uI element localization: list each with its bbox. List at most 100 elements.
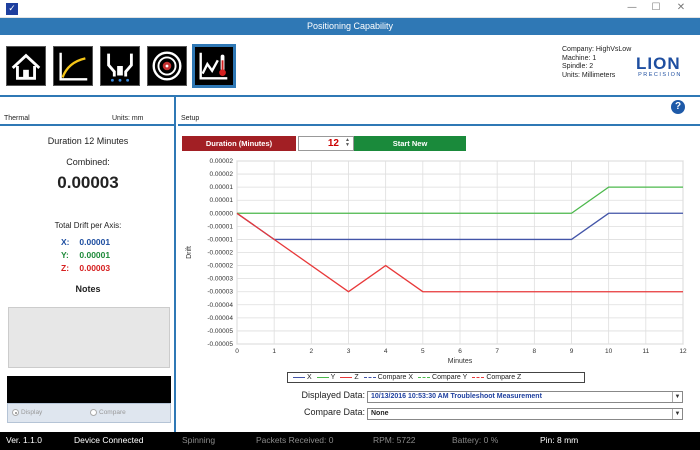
chart-legend: X Y Z Compare X Compare Y Compare Z [287, 372, 585, 383]
help-button[interactable]: ? [671, 100, 685, 114]
legend-label: Compare X [377, 374, 414, 381]
x-tick-label: 7 [495, 348, 499, 355]
legend-swatch [472, 376, 485, 378]
chevron-down-icon: ▼ [672, 392, 682, 402]
displayed-data-select[interactable]: 10/13/2016 10:53:30 AM Troubleshoot Meas… [367, 391, 683, 403]
lion-precision-logo: LION PRECISION [636, 55, 684, 79]
mode-label: Thermal [4, 115, 30, 122]
toolbar [0, 35, 700, 97]
axis-value: 0.00001 [79, 237, 111, 247]
total-drift-label: Total Drift per Axis: [54, 221, 122, 230]
title-bar: ✓ — ☐ ✕ [0, 0, 700, 18]
display-radio[interactable]: Display [12, 409, 42, 416]
y-tick-label: 0.00002 [210, 171, 234, 178]
axis-value: 0.00001 [79, 250, 111, 260]
x-tick-label: 12 [679, 348, 687, 355]
legend-item: Z [340, 373, 359, 382]
target-icon [152, 51, 182, 81]
axis-label: Y: [61, 250, 69, 260]
duration-button[interactable]: Duration (Minutes) [182, 136, 296, 151]
axis-drift-z: Z: 0.00003 [61, 263, 110, 273]
rpm-status: RPM: 5722 [373, 435, 416, 445]
thermal-chart-button[interactable] [192, 44, 236, 88]
battery-status: Battery: 0 % [452, 435, 499, 445]
legend-label: Y [330, 374, 336, 381]
axis-drift-x: X: 0.00001 [61, 237, 110, 247]
y-tick-label: -0.00002 [207, 250, 233, 257]
x-tick-label: 5 [421, 348, 425, 355]
x-tick-label: 11 [642, 348, 649, 355]
radio-dot [12, 409, 19, 416]
x-tick-label: 6 [458, 348, 462, 355]
x-tick-label: 8 [533, 348, 537, 355]
y-tick-label: -0.00001 [207, 236, 233, 243]
y-tick-label: -0.00004 [207, 302, 233, 309]
y-tick-label: 0.00002 [210, 158, 234, 165]
version-text: Ver. 1.1.0 [6, 435, 42, 445]
x-tick-label: 9 [570, 348, 574, 355]
maximize-button[interactable]: ☐ [651, 2, 661, 13]
home-button[interactable] [6, 46, 46, 86]
compare-radio[interactable]: Compare [90, 409, 126, 416]
y-tick-label: -0.00005 [207, 341, 233, 348]
axis-drift-y: Y: 0.00001 [61, 250, 110, 260]
app-icon: ✓ [6, 3, 18, 15]
x-tick-label: 4 [384, 348, 388, 355]
view-mode-radios: Display Compare [7, 403, 171, 423]
legend-item: Compare Y [418, 373, 467, 382]
pin-status: Pin: 8 mm [540, 435, 579, 445]
minimize-button[interactable]: — [627, 2, 637, 13]
home-icon [11, 53, 41, 80]
legend-label: Compare Z [486, 374, 522, 381]
display-panel [7, 376, 171, 403]
x-axis-label: Minutes [448, 358, 473, 365]
legend-swatch [316, 376, 329, 378]
legend-swatch [418, 376, 431, 378]
close-button[interactable]: ✕ [676, 2, 686, 13]
units-text: Units: Millimeters [562, 71, 616, 79]
axis-label: Z: [61, 263, 70, 273]
display-radio-label: Display [21, 409, 43, 417]
axis-label: X: [61, 237, 70, 247]
legend-item: X [293, 373, 312, 382]
legend-swatch [363, 376, 376, 378]
displayed-data-label: Displayed Data: [301, 390, 365, 400]
x-tick-label: 10 [605, 348, 613, 355]
y-tick-label: -0.00003 [207, 289, 233, 296]
stepper-arrows-icon[interactable]: ▲ ▼ [345, 137, 350, 148]
axis-value: 0.00003 [79, 263, 111, 273]
displayed-data-value: 10/13/2016 10:53:30 AM Troubleshoot Meas… [371, 393, 542, 400]
legend-label: Z [354, 374, 359, 381]
curve-chart-button[interactable] [53, 46, 93, 86]
spinning-status: Spinning [182, 435, 216, 445]
y-axis-label: Drift [186, 246, 193, 259]
start-new-button[interactable]: Start New [354, 136, 466, 151]
combined-value: 0.00003 [57, 173, 119, 192]
target-button[interactable] [147, 46, 187, 86]
spindle-button[interactable] [100, 46, 140, 86]
notes-textarea[interactable] [8, 307, 170, 368]
legend-swatch [340, 376, 353, 378]
chevron-down-icon: ▼ [672, 409, 682, 419]
x-tick-label: 2 [310, 348, 314, 355]
logo-sub: PRECISION [638, 72, 682, 78]
curve-chart-icon [59, 52, 88, 81]
compare-data-value: None [371, 410, 389, 417]
duration-summary: Duration 12 Minutes [47, 136, 129, 146]
left-panel: Thermal Units: mm Duration 12 Minutes Co… [0, 97, 176, 432]
y-tick-label: -0.00005 [207, 328, 233, 335]
y-tick-label: -0.00001 [207, 223, 233, 230]
machine-info: Company: HighVsLow Machine: 1 Spindle: 2… [562, 46, 631, 80]
packets-status: Packets Received: 0 [256, 435, 334, 445]
y-tick-label: 0.00000 [210, 210, 234, 217]
y-tick-label: -0.00003 [207, 276, 233, 283]
legend-label: X [307, 374, 312, 381]
x-tick-label: 0 [235, 348, 239, 355]
company-text: Company: HighVsLow [562, 46, 632, 53]
spindle-icon [107, 53, 133, 82]
compare-data-select[interactable]: None ▼ [367, 408, 683, 420]
setup-label: Setup [181, 115, 200, 122]
y-tick-label: -0.00002 [207, 263, 233, 270]
duration-stepper[interactable]: 12 ▲ ▼ [298, 136, 354, 151]
